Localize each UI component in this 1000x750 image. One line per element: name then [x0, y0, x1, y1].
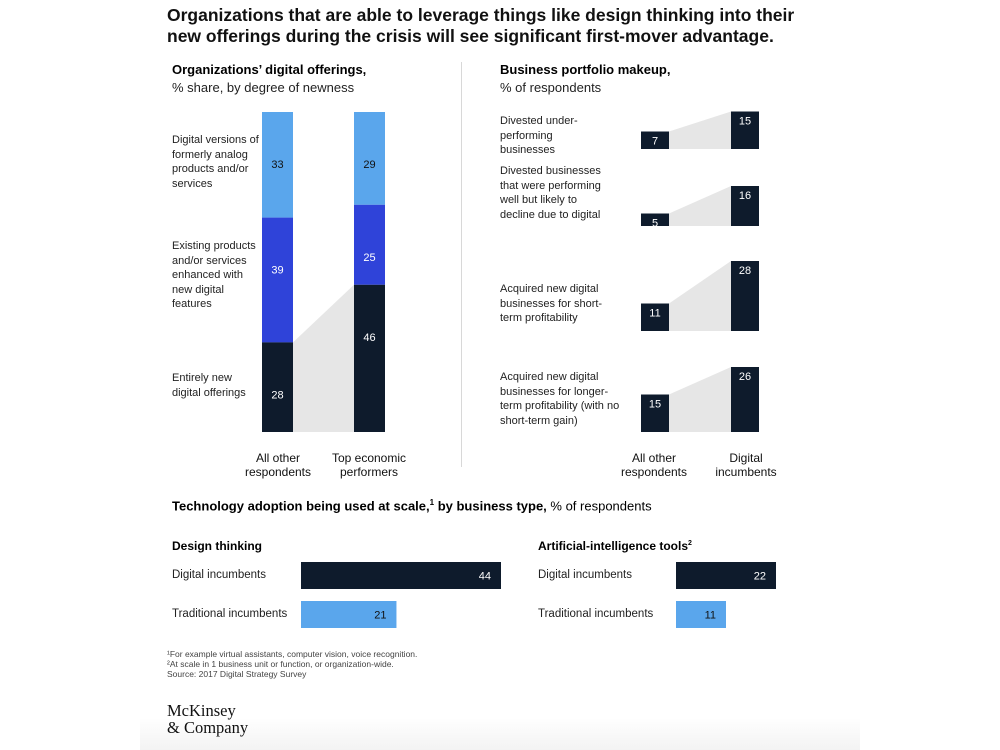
bottom-title-rest: % of respondents [546, 498, 652, 514]
connector-shape [669, 261, 731, 331]
left-panel-title: Organizations’ digital offerings, [172, 62, 367, 77]
segment-label-enhanced-products: Existing products and/or services enhanc… [172, 240, 256, 310]
row-label-divested-performing: Divested businesses that were performing… [500, 165, 601, 221]
value-label-all-other: 5 [652, 218, 658, 230]
left-panel-subtitle: % share, by degree of newness [172, 80, 355, 95]
bar-digital-incumbents [731, 111, 759, 149]
bottom-bar-charts: 44 21 22 11 [301, 562, 776, 628]
segment-value-label: 28 [271, 389, 283, 401]
bar-digital-incumbents [731, 186, 759, 226]
footnote-2: ²At scale in 1 business unit or function… [167, 659, 394, 669]
row-label-acquired-short-term: Acquired new digital businesses for shor… [500, 283, 603, 324]
logo-line-1: McKinsey [167, 701, 236, 720]
segment-value-label: 39 [271, 265, 283, 277]
logo-line-2: & Company [167, 718, 249, 737]
segment-value-label: 25 [363, 252, 375, 264]
bar-all-other [641, 303, 669, 331]
bar-all-other [641, 394, 669, 432]
stacked-bar-segment [354, 112, 385, 205]
bottom-row-label-digital-2: Digital incumbents [538, 569, 632, 581]
value-label-digital-incumbents: 15 [739, 116, 751, 128]
bar-value-label: 44 [479, 571, 491, 583]
footnote-1: ¹For example virtual assistants, compute… [167, 649, 418, 659]
headline: Organizations that are able to leverage … [167, 5, 795, 46]
value-label-all-other: 11 [649, 308, 660, 320]
stacked-bar-segment [262, 112, 293, 218]
segment-label-new-offerings: Entirely new digital offerings [172, 372, 246, 399]
stacked-bar-segment [354, 284, 385, 432]
group-title-design-thinking: Design thinking [172, 539, 262, 553]
segment-value-label: 29 [363, 159, 375, 171]
page-bottom-band [140, 718, 860, 750]
bar-digital-incumbents [731, 367, 759, 432]
panel-divider [461, 62, 462, 467]
segment-label-digital-versions: Digital versions of formerly analog prod… [172, 134, 259, 190]
right-x-label-digital-incumbents: Digital incumbents [715, 451, 777, 479]
stacked-bar-segment [262, 217, 293, 343]
horizontal-bar [301, 601, 397, 628]
row-label-divested-underperforming: Divested under-performing businesses [500, 115, 578, 156]
bottom-title-bold2: by business type, [434, 498, 547, 514]
connector-shape [669, 111, 731, 149]
connector-shape [669, 186, 731, 226]
bottom-title-bold: Technology adoption being used at scale, [172, 498, 430, 514]
bottom-title-sup: 1 [429, 498, 435, 507]
group-title-ai-tools: Artificial-intelligence tools2 [538, 539, 692, 553]
bottom-panel-title: Technology adoption being used at scale,… [172, 498, 652, 513]
left-x-label-top-performers: Top economic performers [331, 451, 407, 479]
left-stacked-chart: 33 39 28 29 25 46 [262, 112, 385, 432]
bar-all-other [641, 213, 669, 226]
mckinsey-logo: McKinsey & Company [167, 702, 248, 736]
horizontal-bar [676, 562, 776, 589]
stacked-bar-segment [354, 204, 385, 285]
row-label-acquired-long-term: Acquired new digital businesses for long… [500, 371, 620, 427]
right-panel-title: Business portfolio makeup, [500, 62, 671, 77]
horizontal-bar [301, 562, 501, 589]
group-title-text: Design thinking [172, 539, 262, 553]
stacked-bar-segment [262, 342, 293, 432]
right-portfolio-chart: 7 15 5 16 11 28 15 26 [641, 111, 759, 432]
value-label-all-other: 7 [652, 136, 658, 148]
bar-value-label: 11 [705, 610, 716, 622]
bar-value-label: 21 [374, 610, 386, 622]
bar-value-label: 22 [754, 571, 766, 583]
segment-value-label: 46 [363, 332, 375, 344]
value-label-all-other: 15 [649, 399, 661, 411]
value-label-digital-incumbents: 28 [739, 265, 751, 277]
value-label-digital-incumbents: 16 [739, 190, 751, 202]
bottom-row-label-traditional-2: Traditional incumbents [538, 608, 654, 620]
segment-value-label: 33 [271, 159, 283, 171]
group-title-sup: 2 [688, 540, 692, 547]
value-label-digital-incumbents: 26 [739, 371, 751, 383]
bar-digital-incumbents [731, 261, 759, 331]
bottom-row-label-digital-1: Digital incumbents [172, 569, 266, 581]
bar-all-other [641, 131, 669, 149]
connector-new-offerings [293, 284, 354, 432]
footnote-source: Source: 2017 Digital Strategy Survey [167, 669, 307, 679]
horizontal-bar [676, 601, 726, 628]
right-panel-subtitle: % of respondents [500, 80, 602, 95]
right-x-label-all-other: All other respondents [620, 451, 688, 479]
group-title-text: Artificial-intelligence tools [538, 539, 689, 553]
left-x-label-all-other: All other respondents [244, 451, 312, 479]
bottom-row-label-traditional-1: Traditional incumbents [172, 608, 288, 620]
connector-shape [669, 367, 731, 432]
